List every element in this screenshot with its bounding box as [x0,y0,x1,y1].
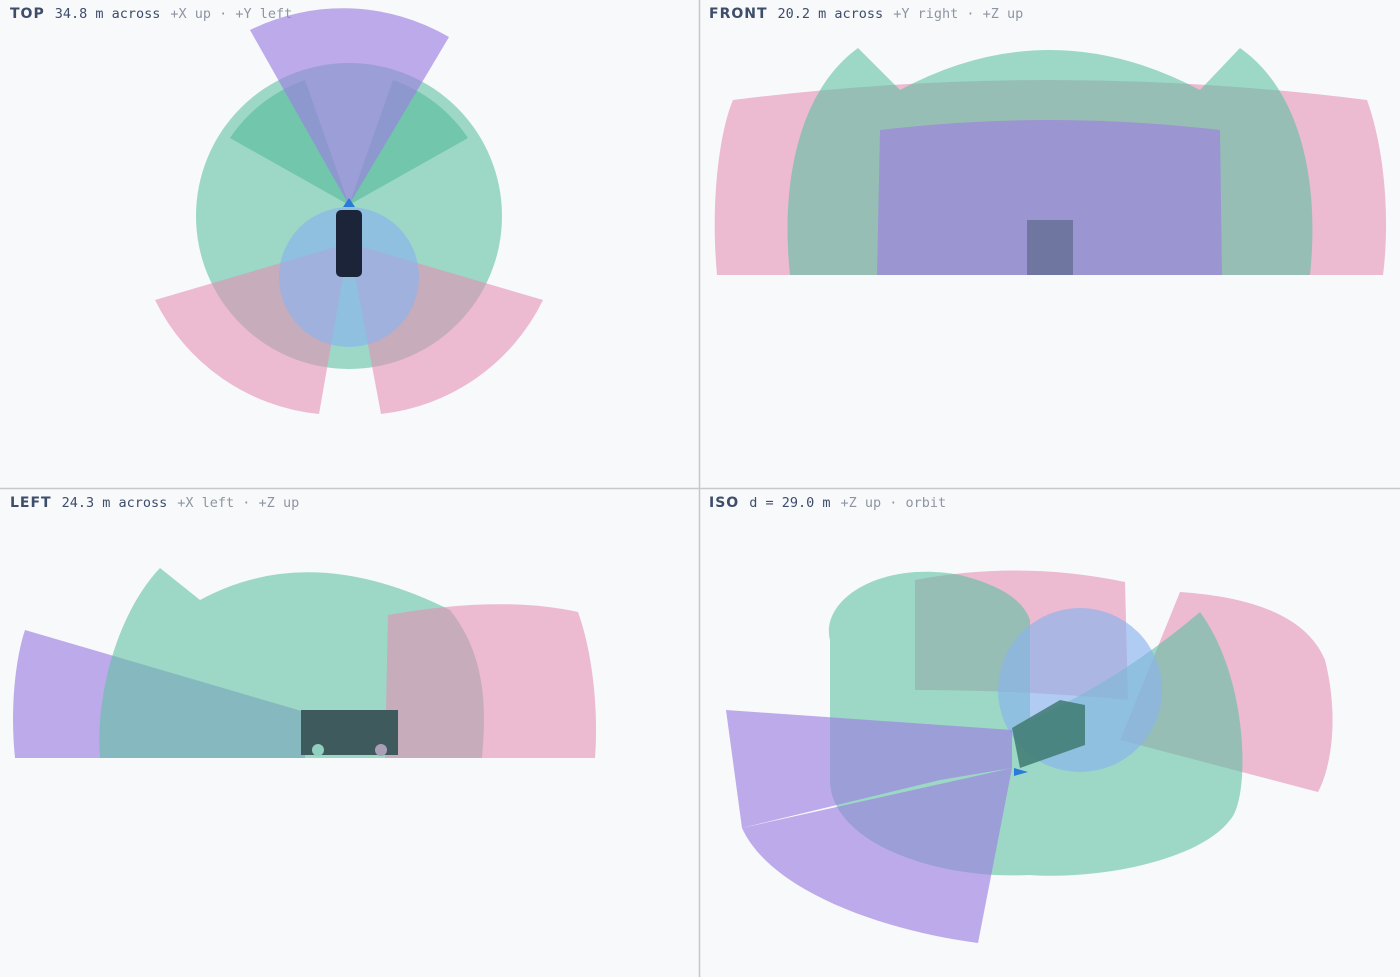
view-measure: d = 29.0 m [749,495,830,511]
front-radar [250,8,449,206]
radar-sector [742,768,1012,943]
wheel [375,744,387,756]
front-view [714,48,1387,275]
view-label: FRONT 20.2 m across +Y right · +Z up [709,6,1023,22]
top-view [155,8,543,414]
view-name: FRONT [709,6,768,22]
heading-arrow [1014,768,1028,776]
front-coverage [385,604,597,758]
view-label: ISO d = 29.0 m +Z up · orbit [709,495,946,511]
view-label: TOP 34.8 m across +X up · +Y left [10,6,292,22]
view-name: TOP [10,6,45,22]
view-measure: 34.8 m across [55,6,161,22]
wheel [312,744,324,756]
view-measure: 20.2 m across [778,6,884,22]
view-name: ISO [709,495,739,511]
radar-coverage [877,120,1222,275]
view-label: LEFT 24.3 m across +X left · +Z up [10,495,299,511]
radar-sector [726,710,1012,828]
vehicle [1027,220,1073,275]
iso-view [726,570,1333,943]
front-sectors [230,80,468,205]
vehicle [1012,700,1085,768]
view-name: LEFT [10,495,52,511]
view-axes: +X left · +Z up [177,495,299,511]
left-view [13,568,597,758]
view-measure: 24.3 m across [62,495,168,511]
vehicle [336,210,362,277]
view-axes: +Z up · orbit [840,495,946,511]
heading-arrow [343,198,355,207]
view-axes: +X up · +Y left [170,6,292,22]
rear-sectors [155,243,543,414]
view-axes: +Y right · +Z up [893,6,1023,22]
